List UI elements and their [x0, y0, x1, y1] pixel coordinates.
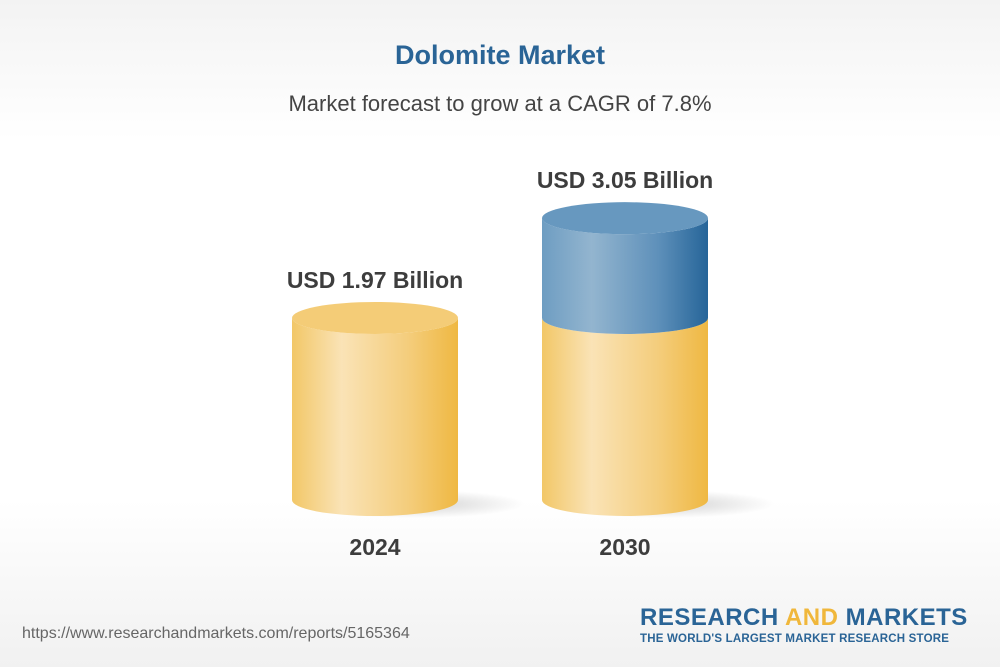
bar-2030-base-side	[542, 317, 708, 516]
bar-2024-base-side	[292, 317, 458, 516]
data-label-2024: USD 1.97 Billion	[287, 267, 463, 293]
chart-subtitle: Market forecast to grow at a CAGR of 7.8…	[288, 91, 712, 116]
source-url[interactable]: https://www.researchandmarkets.com/repor…	[22, 625, 410, 642]
chart-title: Dolomite Market	[394, 40, 606, 70]
bar-2030-growth-top	[542, 202, 708, 235]
bar-2024-base-top	[292, 301, 458, 334]
x-tick-label-2024: 2024	[349, 534, 400, 560]
x-tick-label-2030: 2030	[599, 534, 650, 560]
bar-2030-growth-side	[542, 218, 708, 334]
data-label-2030: USD 3.05 Billion	[537, 167, 713, 193]
research-and-markets-logo: RESEARCH AND MARKETS THE WORLD'S LARGEST…	[640, 604, 968, 645]
